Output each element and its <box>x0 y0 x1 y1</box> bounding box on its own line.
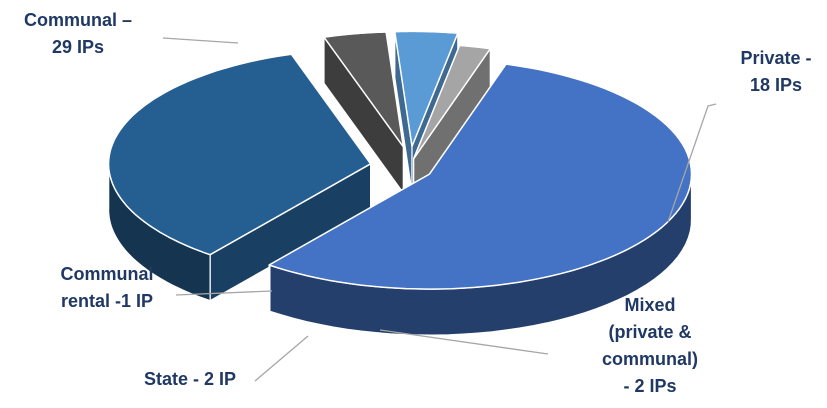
data-label-state-line-1: State - 2 IP <box>144 369 236 389</box>
data-label-mixed-line-1: Mixed <box>624 295 675 315</box>
data-label-mixed-line-4: - 2 IPs <box>623 376 676 396</box>
slice-communal-rental <box>412 44 492 160</box>
data-labels: Communal – 29 IPs Private - 18 IPs Mixed (pri… <box>24 10 812 396</box>
data-label-communal-line-2: 29 IPs <box>52 37 104 57</box>
data-label-private-line-2: 18 IPs <box>750 75 802 95</box>
data-label-private-line-1: Private - <box>740 48 811 68</box>
slice-mixed <box>323 31 405 148</box>
data-label-communal-line-1: Communal – <box>24 10 132 30</box>
leader-line-communal-rental <box>175 290 273 296</box>
leader-line-mixed <box>379 329 549 355</box>
leader-line-private <box>667 103 717 223</box>
leader-line-communal <box>162 37 239 44</box>
leader-lines <box>162 37 717 382</box>
slice-private <box>107 53 372 256</box>
slice-communal <box>268 63 693 290</box>
data-label-communal-rental-line-2: rental -1 IP <box>61 291 153 311</box>
pie-slices <box>107 30 693 336</box>
data-label-mixed-line-3: communal) <box>602 349 698 369</box>
slice-state <box>394 30 459 148</box>
leader-line-state <box>254 335 309 382</box>
data-label-mixed-line-2: (private & <box>608 322 691 342</box>
data-label-communal-rental-line-1: Communal <box>60 264 153 284</box>
